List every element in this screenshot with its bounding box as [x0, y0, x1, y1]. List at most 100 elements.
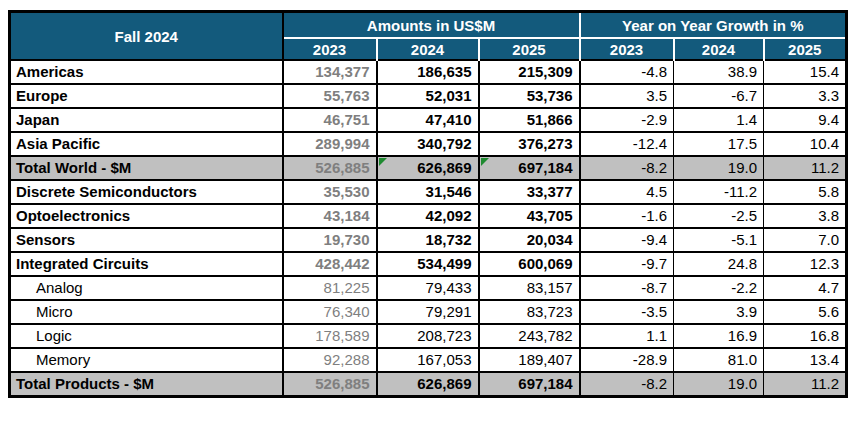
growth-cell-2025: 4.7 [764, 276, 847, 300]
growth-cell-2025: 5.6 [764, 300, 847, 324]
growth-cell-2024: 38.9 [674, 60, 764, 84]
growth-cell-2024: 19.0 [674, 156, 764, 180]
amount-cell-2024: 79,291 [377, 300, 479, 324]
growth-cell-2025: 13.4 [764, 348, 847, 372]
growth-cell-2023: -9.7 [580, 252, 674, 276]
amount-cell-2023: 55,763 [283, 84, 377, 108]
growth-cell-2023: -4.8 [580, 60, 674, 84]
flag-triangle-icon [379, 158, 387, 166]
amount-cell-2024: 18,732 [377, 228, 479, 252]
growth-cell-2025: 15.4 [764, 60, 847, 84]
growth-cell-2024: -5.1 [674, 228, 764, 252]
group-header-row: Fall 2024 Amounts in US$M Year on Year G… [10, 12, 847, 39]
table-row: Americas134,377186,635215,309-4.838.915.… [10, 60, 847, 84]
amount-cell-2025: 697,184 [479, 372, 580, 397]
growth-cell-2024: 16.9 [674, 324, 764, 348]
amount-cell-2025: 215,309 [479, 60, 580, 84]
table-row: Europe55,76352,03153,7363.5-6.73.3 [10, 84, 847, 108]
growth-cell-2023: -8.7 [580, 276, 674, 300]
growth-cell-2023: 3.5 [580, 84, 674, 108]
growth-cell-2023: 1.1 [580, 324, 674, 348]
amount-cell-2024: 186,635 [377, 60, 479, 84]
row-label: Total World - $M [10, 156, 283, 180]
row-label: Europe [10, 84, 283, 108]
table-row: Total World - $M526,885626,869697,184-8.… [10, 156, 847, 180]
amount-cell-2024: 208,723 [377, 324, 479, 348]
row-label: Micro [10, 300, 283, 324]
growth-cell-2024: 81.0 [674, 348, 764, 372]
semiconductor-forecast-table: Fall 2024 Amounts in US$M Year on Year G… [8, 10, 848, 398]
growth-cell-2025: 5.8 [764, 180, 847, 204]
amounts-group-header: Amounts in US$M [283, 12, 580, 39]
growth-cell-2023: -3.5 [580, 300, 674, 324]
table-title: Fall 2024 [10, 12, 283, 61]
amount-cell-2025: 83,157 [479, 276, 580, 300]
growth-cell-2024: -2.5 [674, 204, 764, 228]
amount-cell-2023: 428,442 [283, 252, 377, 276]
amount-cell-2024: 626,869 [377, 156, 479, 180]
amounts-year-header-2024: 2024 [377, 38, 479, 60]
amount-cell-2025: 20,034 [479, 228, 580, 252]
amount-cell-2024: 626,869 [377, 372, 479, 397]
growth-cell-2024: -6.7 [674, 84, 764, 108]
row-label: Sensors [10, 228, 283, 252]
amount-cell-2023: 526,885 [283, 372, 377, 397]
row-label: Asia Pacific [10, 132, 283, 156]
amount-cell-2025: 697,184 [479, 156, 580, 180]
amount-cell-2024: 340,792 [377, 132, 479, 156]
amount-cell-2023: 35,530 [283, 180, 377, 204]
row-label: Analog [10, 276, 283, 300]
amount-cell-2025: 53,736 [479, 84, 580, 108]
amount-cell-2024: 47,410 [377, 108, 479, 132]
amount-cell-2023: 76,340 [283, 300, 377, 324]
growth-cell-2025: 9.4 [764, 108, 847, 132]
table-row: Japan46,75147,41051,866-2.91.49.4 [10, 108, 847, 132]
growth-cell-2024: 19.0 [674, 372, 764, 397]
growth-cell-2025: 3.8 [764, 204, 847, 228]
growth-cell-2024: 24.8 [674, 252, 764, 276]
row-label: Logic [10, 324, 283, 348]
forecast-table-container: Fall 2024 Amounts in US$M Year on Year G… [8, 10, 848, 398]
amount-cell-2025: 243,782 [479, 324, 580, 348]
table-row: Micro76,34079,29183,723-3.53.95.6 [10, 300, 847, 324]
row-label: Discrete Semiconductors [10, 180, 283, 204]
growth-group-header: Year on Year Growth in % [580, 12, 847, 39]
amount-cell-2023: 81,225 [283, 276, 377, 300]
amount-cell-2024: 42,092 [377, 204, 479, 228]
amount-cell-2025: 376,273 [479, 132, 580, 156]
growth-cell-2024: 17.5 [674, 132, 764, 156]
row-label: Americas [10, 60, 283, 84]
amount-cell-2024: 534,499 [377, 252, 479, 276]
growth-cell-2025: 11.2 [764, 156, 847, 180]
growth-cell-2025: 10.4 [764, 132, 847, 156]
table-row: Optoelectronics43,18442,09243,705-1.6-2.… [10, 204, 847, 228]
table-row: Sensors19,73018,73220,034-9.4-5.17.0 [10, 228, 847, 252]
row-label: Integrated Circuits [10, 252, 283, 276]
flag-triangle-icon [481, 158, 489, 166]
growth-cell-2023: -1.6 [580, 204, 674, 228]
table-row: Discrete Semiconductors35,53031,54633,37… [10, 180, 847, 204]
amount-cell-2023: 289,994 [283, 132, 377, 156]
table-row: Integrated Circuits428,442534,499600,069… [10, 252, 847, 276]
amount-cell-2023: 178,589 [283, 324, 377, 348]
amount-cell-2023: 526,885 [283, 156, 377, 180]
growth-cell-2023: -2.9 [580, 108, 674, 132]
amount-cell-2025: 189,407 [479, 348, 580, 372]
amount-cell-2025: 83,723 [479, 300, 580, 324]
amount-cell-2024: 52,031 [377, 84, 479, 108]
growth-year-header-2025: 2025 [764, 38, 847, 60]
amount-cell-2024: 79,433 [377, 276, 479, 300]
amount-cell-2024: 167,053 [377, 348, 479, 372]
growth-cell-2025: 12.3 [764, 252, 847, 276]
table-row: Logic178,589208,723243,7821.116.916.8 [10, 324, 847, 348]
growth-cell-2025: 11.2 [764, 372, 847, 397]
growth-cell-2024: -11.2 [674, 180, 764, 204]
growth-cell-2024: 1.4 [674, 108, 764, 132]
amount-cell-2025: 33,377 [479, 180, 580, 204]
growth-cell-2023: -12.4 [580, 132, 674, 156]
amount-cell-2023: 134,377 [283, 60, 377, 84]
amount-cell-2025: 43,705 [479, 204, 580, 228]
growth-cell-2023: 4.5 [580, 180, 674, 204]
amounts-year-header-2025: 2025 [479, 38, 580, 60]
growth-year-header-2024: 2024 [674, 38, 764, 60]
